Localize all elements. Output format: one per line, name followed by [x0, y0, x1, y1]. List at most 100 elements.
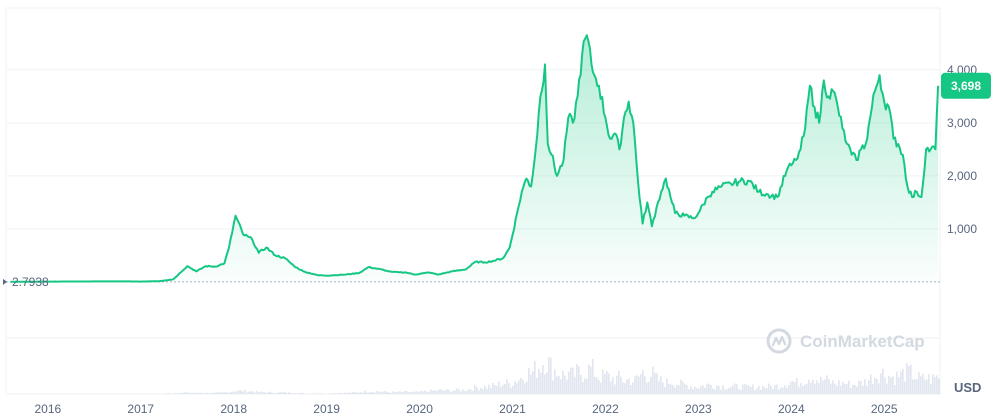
volume-bar	[548, 357, 550, 394]
volume-bar	[198, 392, 200, 394]
volume-bar	[732, 385, 734, 394]
volume-bar	[234, 391, 236, 394]
volume-bar	[248, 391, 250, 394]
volume-bar	[312, 393, 314, 394]
volume-bar	[554, 369, 556, 394]
volume-bar	[756, 388, 758, 394]
current-price-badge: 3,698	[941, 72, 991, 99]
volume-bar	[352, 391, 354, 394]
volume-bar	[510, 387, 512, 394]
volume-bar	[398, 391, 400, 394]
volume-bar	[660, 376, 662, 394]
volume-bar	[694, 386, 696, 394]
volume-bar	[540, 372, 542, 394]
volume-bar	[514, 381, 516, 394]
volume-bar	[918, 372, 920, 394]
volume-bar	[630, 385, 632, 394]
volume-bar	[592, 358, 594, 394]
volume-bar	[528, 367, 530, 394]
volume-bar	[922, 373, 924, 394]
volume-bar	[262, 392, 264, 394]
volume-bar	[504, 384, 506, 394]
volume-bar	[258, 392, 260, 394]
x-tick-label: 2022	[592, 402, 619, 415]
coinmarketcap-logo-icon	[766, 328, 792, 354]
volume-bar	[570, 367, 572, 394]
volume-bar	[634, 376, 636, 394]
volume-bar	[174, 393, 176, 394]
y-tick-label: 2,000	[947, 169, 977, 183]
volume-bar	[408, 392, 410, 394]
volume-bar	[292, 393, 294, 394]
volume-bar	[434, 390, 436, 394]
volume-bar	[808, 379, 810, 394]
start-price-label: 2.7938	[12, 275, 49, 289]
volume-bar	[462, 389, 464, 394]
volume-bar	[406, 391, 408, 394]
volume-bar	[422, 391, 424, 394]
volume-bar	[898, 376, 900, 394]
volume-bar	[286, 392, 288, 394]
volume-bar	[770, 385, 772, 394]
volume-bar	[426, 391, 428, 394]
volume-bar	[238, 390, 240, 394]
volume-bar	[658, 380, 660, 394]
volume-bar	[934, 376, 936, 394]
volume-bar	[370, 392, 372, 394]
volume-bar	[792, 381, 794, 394]
volume-bar	[830, 383, 832, 394]
current-price-badge-bg	[941, 72, 991, 99]
volume-bar	[746, 384, 748, 394]
volume-bar	[842, 381, 844, 394]
volume-bar	[698, 388, 700, 394]
volume-bar	[626, 379, 628, 394]
volume-bar	[264, 392, 266, 394]
volume-bar	[868, 380, 870, 394]
volume-bar	[486, 388, 488, 394]
price-series-line	[10, 34, 940, 283]
volume-bar	[700, 386, 702, 394]
volume-bar	[188, 392, 190, 394]
volume-bar	[404, 390, 406, 394]
volume-bar	[438, 389, 440, 394]
volume-bar	[280, 392, 282, 394]
volume-bar	[560, 379, 562, 394]
volume-bar	[864, 379, 866, 394]
volume-bar	[206, 392, 208, 394]
volume-bar	[282, 392, 284, 394]
volume-bar	[768, 383, 770, 394]
volume-bar	[268, 391, 270, 394]
volume-bar	[598, 379, 600, 394]
volume-bar	[524, 383, 526, 394]
volume-bar	[306, 393, 308, 394]
volume-bar	[450, 391, 452, 394]
volume-bar	[492, 382, 494, 394]
volume-bar	[424, 390, 426, 394]
volume-bar	[338, 393, 340, 394]
volume-bar	[872, 384, 874, 394]
volume-bar	[436, 390, 438, 394]
volume-bar	[612, 377, 614, 394]
volume-bar	[734, 383, 736, 394]
volume-bar	[568, 371, 570, 394]
volume-bar	[192, 392, 194, 394]
volume-bar	[250, 391, 252, 394]
volume-bar	[636, 375, 638, 394]
volume-bar	[538, 368, 540, 394]
volume-bar	[838, 380, 840, 394]
volume-bar	[706, 384, 708, 394]
volume-bar	[410, 392, 412, 394]
volume-bar	[784, 385, 786, 394]
x-tick-label: 2016	[34, 402, 61, 415]
volume-bar	[692, 388, 694, 394]
volume-bar	[390, 392, 392, 394]
volume-bar	[790, 381, 792, 394]
volume-bar	[316, 393, 318, 394]
volume-bar	[676, 384, 678, 394]
volume-bar	[396, 392, 398, 394]
volume-bar	[874, 377, 876, 394]
volume-bar	[418, 391, 420, 394]
volume-bar	[878, 383, 880, 394]
volume-bar	[444, 390, 446, 394]
volume-bar	[840, 385, 842, 394]
